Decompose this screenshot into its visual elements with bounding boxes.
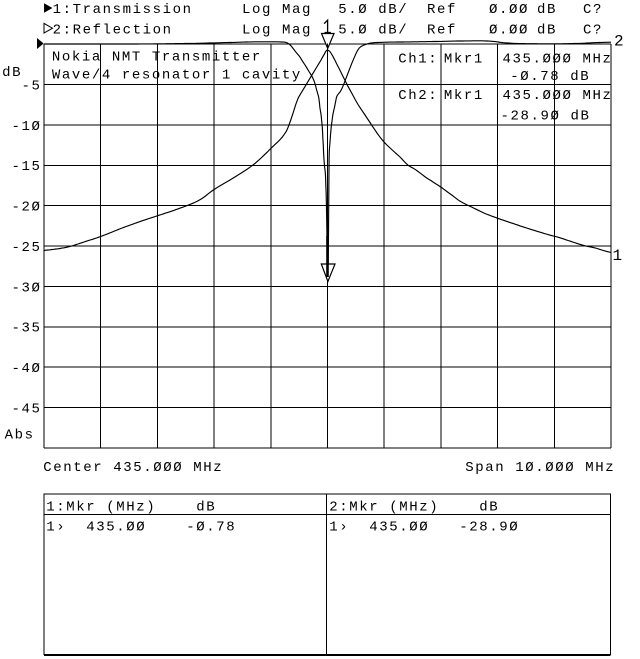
svg-text:5.Ø dB/: 5.Ø dB/ [338, 2, 408, 18]
svg-text:Span 1Ø.ØØØ MHz: Span 1Ø.ØØØ MHz [465, 460, 615, 476]
svg-text:Nokia NMT Transmitter: Nokia NMT Transmitter [52, 50, 262, 66]
svg-text:Ch2:: Ch2: [398, 88, 438, 104]
svg-text:C?: C? [583, 22, 603, 38]
svg-text:-1Ø: -1Ø [12, 119, 42, 135]
svg-text:Ref: Ref [427, 2, 457, 18]
svg-text:1› 435.ØØ -Ø.78: 1› 435.ØØ -Ø.78 [46, 520, 236, 536]
svg-text:-4Ø: -4Ø [12, 361, 42, 377]
svg-text:Abs: Abs [5, 428, 35, 444]
svg-text:5.Ø dB/: 5.Ø dB/ [338, 22, 408, 38]
svg-text:dB: dB [537, 22, 557, 38]
svg-text:Ø.ØØ: Ø.ØØ [489, 2, 529, 18]
svg-text:Wave/4 resonator 1 cavity: Wave/4 resonator 1 cavity [52, 67, 302, 83]
svg-text:Mkr1: Mkr1 [444, 88, 484, 104]
svg-text:dB: dB [537, 2, 557, 18]
svg-text:Mkr1: Mkr1 [444, 52, 484, 68]
svg-text:1› 435.ØØ -28.9Ø: 1› 435.ØØ -28.9Ø [329, 520, 519, 536]
svg-text:Center 435.ØØØ MHz: Center 435.ØØØ MHz [43, 460, 223, 476]
svg-text:Log Mag: Log Mag [242, 22, 312, 38]
svg-text:-28.9Ø dB: -28.9Ø dB [501, 108, 591, 124]
svg-text:Ch1:: Ch1: [398, 52, 438, 68]
svg-text:-35: -35 [12, 321, 42, 337]
svg-text:C?: C? [583, 2, 603, 18]
svg-text:dB: dB [2, 65, 22, 81]
svg-text:1: 1 [613, 247, 624, 265]
svg-text:1:Transmission: 1:Transmission [53, 2, 193, 18]
svg-text:-3Ø: -3Ø [12, 280, 42, 296]
svg-text:Log Mag: Log Mag [242, 2, 312, 18]
svg-text:-5: -5 [22, 78, 42, 94]
svg-text:-Ø.78 dB: -Ø.78 dB [510, 69, 590, 85]
svg-text:-45: -45 [12, 401, 42, 417]
svg-text:2: 2 [614, 33, 625, 51]
svg-text:Ref: Ref [427, 22, 457, 38]
svg-text:435.ØØØ MHz: 435.ØØØ MHz [503, 88, 613, 104]
svg-text:-2Ø: -2Ø [12, 200, 42, 216]
svg-text:435.ØØØ MHz: 435.ØØØ MHz [503, 52, 613, 68]
svg-text:2:Reflection: 2:Reflection [53, 22, 173, 38]
svg-text:2:Mkr (MHz) dB: 2:Mkr (MHz) dB [329, 499, 499, 515]
svg-text:-15: -15 [12, 159, 42, 175]
svg-text:Ø.ØØ: Ø.ØØ [489, 22, 529, 38]
svg-text:-25: -25 [12, 240, 42, 256]
svg-text:1:Mkr (MHz) dB: 1:Mkr (MHz) dB [46, 499, 216, 515]
